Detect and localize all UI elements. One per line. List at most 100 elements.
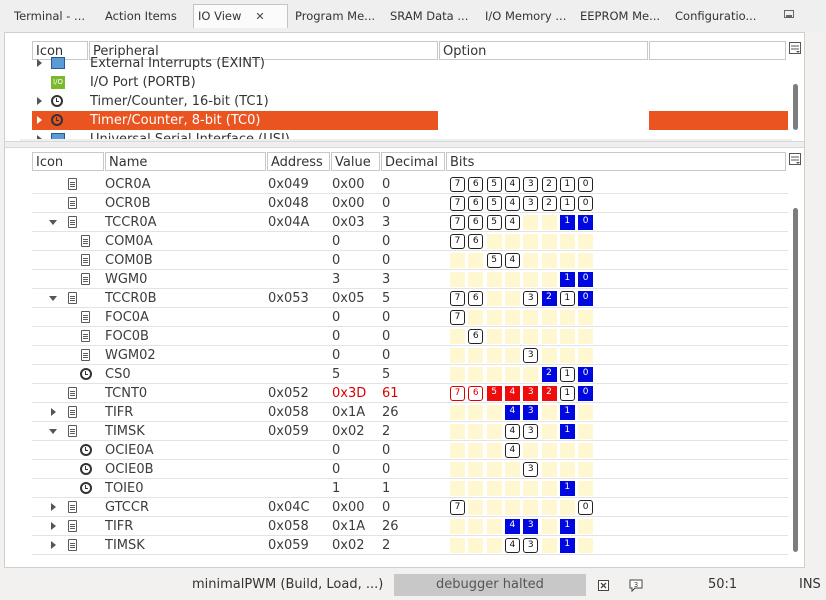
notification-icon[interactable]: 3 [628, 578, 644, 593]
bit-toggle[interactable]: 4 [504, 424, 520, 439]
register-decimal[interactable]: 26 [382, 405, 399, 420]
register-value[interactable]: 0 [332, 443, 341, 458]
bit-toggle[interactable]: 6 [468, 234, 484, 249]
tab-configuration[interactable]: Configuratio... [675, 9, 757, 23]
bit-toggle[interactable]: 1 [559, 538, 575, 553]
bit-toggle[interactable]: 3 [523, 462, 539, 477]
tab-io-memory[interactable]: I/O Memory ... [485, 9, 567, 23]
register-row[interactable]: OCR0A 0x049 0x00 0 7 6 5 4 3 2 1 0 [32, 175, 788, 194]
bit-toggle[interactable]: 3 [523, 538, 539, 553]
expand-arrow-icon[interactable] [51, 408, 56, 416]
register-value[interactable]: 0 [332, 253, 341, 268]
cancel-icon[interactable] [598, 580, 609, 591]
bit-toggle[interactable]: 4 [504, 443, 520, 458]
close-icon[interactable]: ✕ [255, 10, 265, 23]
expand-arrow-icon[interactable] [37, 59, 42, 67]
register-decimal[interactable]: 3 [382, 272, 391, 287]
register-decimal[interactable]: 3 [382, 215, 391, 230]
tab-sram-data[interactable]: SRAM Data ... [390, 9, 469, 23]
bit-toggle[interactable]: 3 [523, 405, 539, 420]
bit-toggle[interactable]: 1 [559, 177, 575, 192]
register-row[interactable]: WGM0 3 3 1 0 [32, 270, 788, 289]
register-value[interactable]: 0x00 [332, 500, 365, 515]
register-value[interactable]: 0x00 [332, 177, 365, 192]
register-decimal[interactable]: 0 [382, 234, 391, 249]
register-decimal[interactable]: 61 [382, 386, 399, 401]
bit-toggle[interactable]: 0 [578, 500, 594, 515]
register-decimal[interactable]: 26 [382, 519, 399, 534]
register-row[interactable]: TIMSK 0x059 0x02 2 4 3 1 [32, 536, 788, 555]
bit-toggle[interactable]: 0 [578, 215, 594, 230]
register-decimal[interactable]: 0 [382, 196, 391, 211]
register-decimal[interactable]: 0 [382, 253, 391, 268]
bit-toggle[interactable]: 7 [450, 215, 465, 230]
bit-toggle[interactable]: 6 [468, 196, 484, 211]
register-decimal[interactable]: 2 [382, 538, 391, 553]
register-value[interactable]: 0 [332, 462, 341, 477]
bit-toggle[interactable]: 7 [450, 386, 465, 401]
register-value[interactable]: 0x02 [332, 538, 365, 553]
register-value[interactable]: 0x1A [332, 405, 366, 420]
bit-toggle[interactable]: 4 [504, 386, 520, 401]
register-value[interactable]: 0x1A [332, 519, 366, 534]
column-header-name[interactable]: Name [105, 152, 266, 171]
bit-toggle[interactable]: 7 [450, 291, 465, 306]
bit-toggle[interactable]: 3 [523, 196, 539, 211]
register-row[interactable]: OCIE0B 0 0 3 [32, 460, 788, 479]
register-value[interactable]: 0 [332, 329, 341, 344]
bit-toggle[interactable]: 6 [468, 329, 484, 344]
column-header-icon[interactable]: Icon [32, 152, 104, 171]
register-row[interactable]: GTCCR 0x04C 0x00 0 7 0 [32, 498, 788, 517]
register-value[interactable]: 0x00 [332, 196, 365, 211]
bit-toggle[interactable]: 5 [486, 196, 502, 211]
bit-toggle[interactable]: 1 [559, 272, 575, 287]
column-chooser-icon[interactable] [789, 42, 801, 54]
bit-toggle[interactable]: 7 [450, 196, 465, 211]
register-row[interactable]: TIFR 0x058 0x1A 26 4 3 1 [32, 403, 788, 422]
collapse-arrow-icon[interactable] [49, 296, 57, 301]
register-value[interactable]: 0 [332, 348, 341, 363]
bit-toggle[interactable]: 1 [559, 291, 575, 306]
register-value[interactable]: 0 [332, 310, 341, 325]
register-row[interactable]: TCCR0A 0x04A 0x03 3 7 6 5 4 1 0 [32, 213, 788, 232]
expand-arrow-icon[interactable] [37, 97, 42, 105]
register-value[interactable]: 0x02 [332, 424, 365, 439]
register-decimal[interactable]: 0 [382, 462, 391, 477]
bit-toggle[interactable]: 1 [559, 386, 575, 401]
register-decimal[interactable]: 1 [382, 481, 391, 496]
column-header-decimal[interactable]: Decimal [381, 152, 445, 171]
register-decimal[interactable]: 0 [382, 348, 391, 363]
register-row[interactable]: TCNT0 0x052 0x3D 61 7 6 5 4 3 2 1 0 [32, 384, 788, 403]
peripheral-scrollbar[interactable] [793, 84, 798, 130]
pane-splitter[interactable] [5, 141, 804, 148]
register-decimal[interactable]: 0 [382, 500, 391, 515]
expand-arrow-icon[interactable] [37, 116, 42, 124]
bit-toggle[interactable]: 1 [559, 215, 575, 230]
bit-toggle[interactable]: 0 [578, 291, 594, 306]
register-value[interactable]: 0x05 [332, 291, 365, 306]
column-header-address[interactable]: Address [267, 152, 330, 171]
expand-arrow-icon[interactable] [51, 503, 56, 511]
bit-toggle[interactable]: 5 [486, 253, 502, 268]
bit-toggle[interactable]: 6 [468, 215, 484, 230]
peripheral-row[interactable]: External Interrupts (EXINT) [32, 54, 788, 73]
register-row[interactable]: OCR0B 0x048 0x00 0 7 6 5 4 3 2 1 0 [32, 194, 788, 213]
register-row[interactable]: TOIE0 1 1 1 [32, 479, 788, 498]
bit-toggle[interactable]: 4 [504, 177, 520, 192]
bit-toggle[interactable]: 3 [523, 177, 539, 192]
expand-arrow-icon[interactable] [51, 522, 56, 530]
bit-toggle[interactable]: 4 [504, 405, 520, 420]
tab-action-items[interactable]: Action Items [105, 9, 177, 23]
bit-toggle[interactable]: 0 [578, 367, 594, 382]
bit-toggle[interactable]: 2 [541, 367, 557, 382]
bit-toggle[interactable]: 7 [450, 500, 465, 515]
register-value[interactable]: 0x03 [332, 215, 365, 230]
register-value[interactable]: 5 [332, 367, 341, 382]
bit-toggle[interactable]: 1 [559, 367, 575, 382]
register-row[interactable]: OCIE0A 0 0 4 [32, 441, 788, 460]
bit-toggle[interactable]: 6 [468, 386, 484, 401]
peripheral-row[interactable]: I/O I/O Port (PORTB) [32, 73, 788, 92]
column-header-bits[interactable]: Bits [446, 152, 786, 171]
bit-toggle[interactable]: 0 [578, 386, 594, 401]
bit-toggle[interactable]: 1 [559, 196, 575, 211]
